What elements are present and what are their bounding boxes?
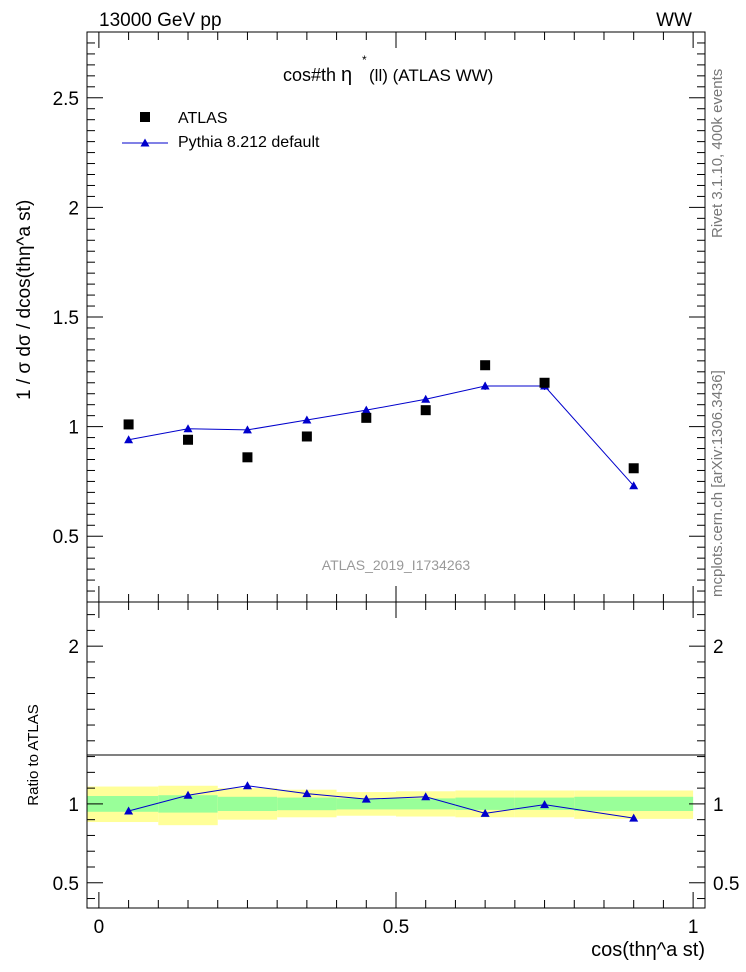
ratio-point: [302, 789, 312, 798]
atlas-point: [361, 412, 372, 423]
ratio-axis-ticks: 0.5 0.5 1 1 2 2 0 0.5 1: [53, 602, 739, 938]
ratio-plot-panel: 0.5 0.5 1 1 2 2 0 0.5 1 Ratio to ATLAS cos(thη^a…: [25, 601, 739, 961]
atlas-point: [480, 360, 491, 371]
ratio-point: [480, 808, 490, 817]
ratio-inner-band: [336, 798, 396, 810]
legend-atlas-label: ATLAS: [178, 110, 228, 127]
pythia-point: [421, 394, 431, 403]
ratio-point: [124, 806, 134, 815]
title-eta: η: [341, 64, 352, 86]
ratio-inner-band: [396, 798, 456, 810]
legend-pythia-marker: [140, 138, 150, 147]
atlas-point: [420, 405, 431, 416]
legend-atlas-marker: [140, 112, 150, 122]
main-y-axis-label: 1 / σ dσ / dcos(thη^a st): [14, 200, 35, 400]
pythia-point: [302, 415, 312, 424]
atlas-point: [183, 434, 194, 445]
pythia-point: [242, 425, 252, 434]
main-plot-panel: 0.5 1 1.5 2 2.5 cos#th η * (ll) (ATLAS WW) A…: [14, 31, 706, 603]
title-star: *: [362, 53, 367, 67]
main-y-tick-label: 1.5: [53, 308, 79, 329]
ratio-inner-band: [574, 796, 694, 811]
pythia-point: [629, 481, 639, 490]
pythia-point: [480, 381, 490, 390]
pythia-point: [124, 435, 134, 444]
rivet-version-label: Rivet 3.1.10, 400k events: [709, 69, 726, 238]
title-rest: (ll) (ATLAS WW): [369, 66, 493, 85]
atlas-point: [123, 419, 134, 430]
legend-pythia-label: Pythia 8.212 default: [178, 134, 320, 151]
x-axis-label: cos(thη^a st): [591, 939, 705, 961]
main-y-tick-label: 1: [68, 418, 79, 439]
ratio-point: [629, 813, 639, 822]
main-axis-ticks: 0.5 1 1.5 2 2.5: [53, 31, 705, 602]
mcplots-reference-label: mcplots.cern.ch [arXiv:1306.3436]: [709, 370, 726, 597]
ratio-point: [421, 792, 431, 801]
plot-title: cos#th η * (ll) (ATLAS WW): [283, 53, 493, 86]
ratio-y-tick-label-right: 1: [713, 795, 724, 816]
ratio-inner-band: [277, 797, 337, 811]
atlas-point: [539, 377, 550, 388]
pythia-point: [183, 424, 193, 433]
ratio-y-axis-label: Ratio to ATLAS: [25, 704, 42, 805]
main-y-tick-label: 2: [68, 198, 79, 219]
process-label: WW: [656, 10, 692, 31]
ratio-y-tick-label: 0.5: [53, 874, 79, 895]
ratio-y-tick-label-right: 2: [713, 637, 724, 658]
analysis-watermark: ATLAS_2019_I1734263: [322, 557, 471, 573]
ratio-point: [361, 794, 371, 803]
title-main: cos#th: [283, 65, 336, 85]
x-tick-label: 0.5: [383, 917, 409, 938]
ratio-data-series: [124, 781, 639, 822]
ratio-y-tick-label: 1: [68, 795, 79, 816]
ratio-inner-band: [455, 797, 515, 810]
ratio-point: [540, 800, 550, 809]
ratio-uncertainty-bands: [87, 785, 694, 826]
ratio-y-tick-label-right: 0.5: [713, 874, 739, 895]
main-y-tick-label: 0.5: [53, 527, 79, 548]
atlas-point: [242, 452, 253, 463]
atlas-point: [301, 431, 312, 442]
beam-energy-label: 13000 GeV pp: [99, 10, 222, 31]
main-y-tick-label: 2.5: [53, 89, 79, 110]
pythia-point: [361, 405, 371, 414]
ratio-point: [242, 781, 252, 790]
ratio-y-tick-label: 2: [68, 637, 79, 658]
ratio-plot-frame: [86, 601, 706, 909]
pythia-series-line: [128, 385, 635, 487]
ratio-inner-band: [217, 796, 278, 811]
atlas-point: [628, 463, 639, 474]
main-data-series: [123, 360, 639, 490]
x-tick-label: 0: [94, 917, 105, 938]
ratio-point: [183, 790, 193, 799]
x-tick-label: 1: [688, 917, 699, 938]
legend: ATLAS Pythia 8.212 default: [122, 110, 320, 151]
